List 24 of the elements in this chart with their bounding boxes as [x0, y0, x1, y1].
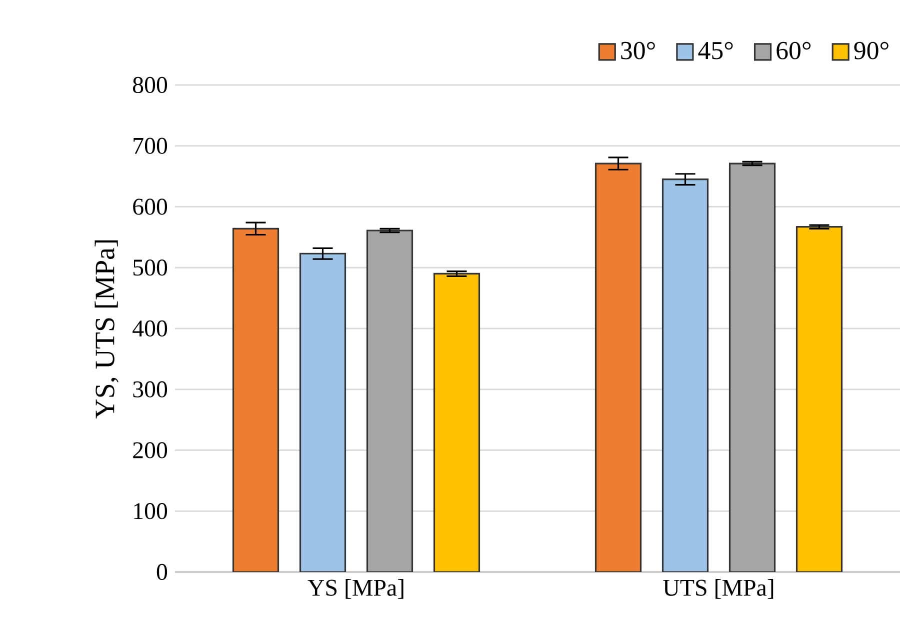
bar	[232, 228, 280, 572]
x-tick-label: YS [MPa]	[308, 579, 404, 599]
bar	[796, 226, 843, 572]
bar	[366, 230, 414, 572]
y-tick-label: 300	[133, 381, 168, 398]
bar	[662, 178, 709, 572]
y-tick-label: 600	[133, 198, 168, 215]
legend-label: 60°	[776, 42, 811, 60]
bar	[728, 162, 776, 572]
y-tick-label: 200	[133, 442, 168, 458]
y-tick-label: 500	[133, 260, 168, 276]
legend-label: 90°	[854, 42, 888, 60]
y-axis-title: YS, UTS [MPa]	[94, 240, 118, 418]
legend-label: 45°	[698, 42, 733, 60]
y-tick-label: 700	[134, 138, 168, 154]
y-tick-label: 800	[133, 76, 168, 94]
legend-label: 30°	[621, 42, 655, 60]
bar	[433, 272, 480, 572]
bar	[594, 162, 642, 572]
y-tick-label: 400	[132, 320, 168, 337]
bar	[299, 252, 346, 572]
x-tick-label: UTS [MPa]	[663, 579, 774, 599]
y-tick-label: 0	[156, 564, 168, 580]
y-tick-label: 100	[134, 503, 168, 520]
